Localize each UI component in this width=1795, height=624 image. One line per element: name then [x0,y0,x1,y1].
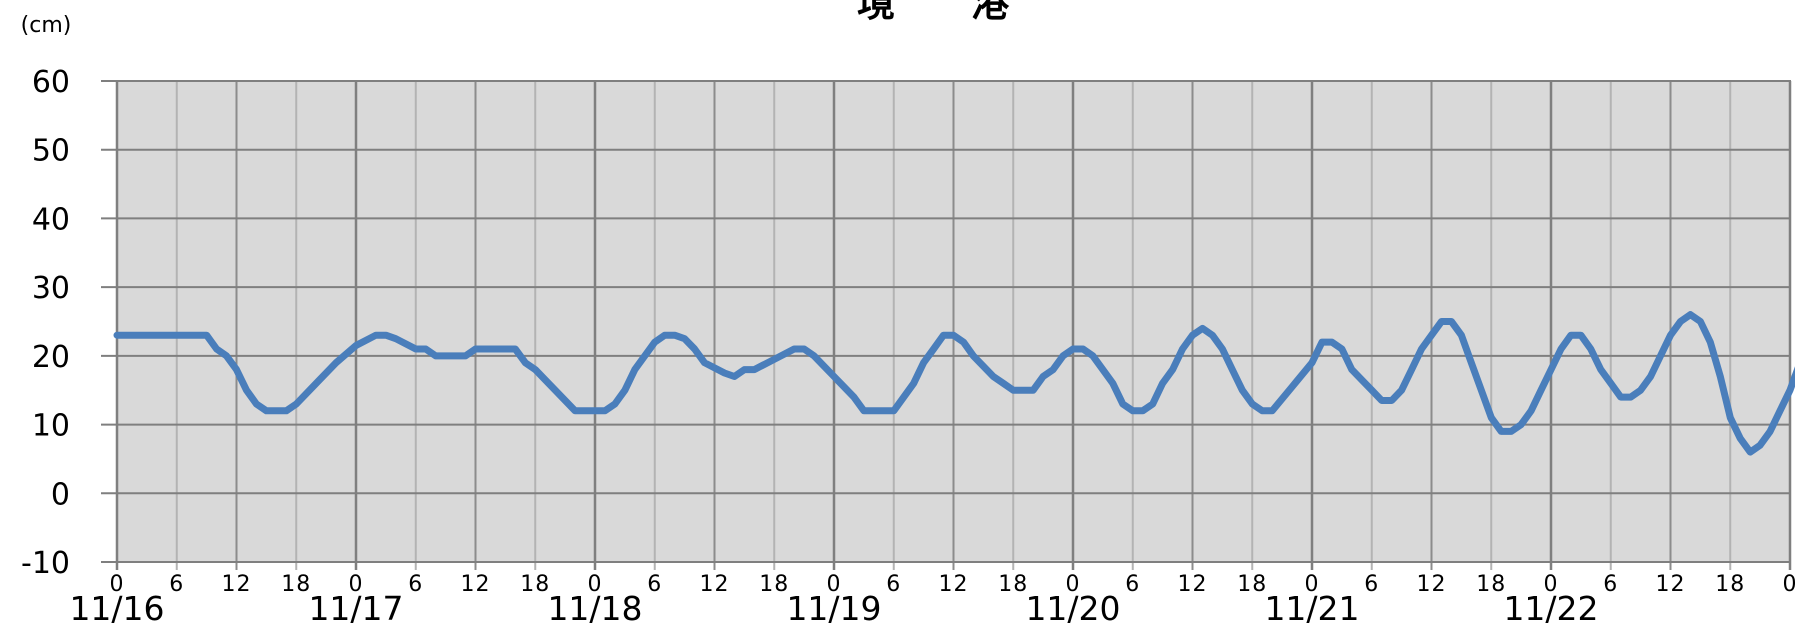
y-tick-label: 30 [32,271,70,306]
plot-border [116,80,1791,563]
x-hour-label: 6 [1125,572,1140,597]
y-tick-labels: 60 50 40 30 20 10 0 -10 [21,65,70,581]
x-hour-label: 0 [1783,572,1795,597]
x-hour-label: 0 [1544,572,1559,597]
y-axis-unit: (cm) [21,13,72,38]
x-hour-label: 6 [1364,572,1379,597]
x-hour-label: 18 [759,572,789,597]
x-date-label: 11/20 [1025,589,1120,624]
grid [101,80,1792,570]
y-tick-label: 50 [32,134,70,169]
y-tick-label: -10 [21,546,70,581]
x-hour-label: 6 [169,572,184,597]
x-hour-label: 6 [647,572,662,597]
x-hour-label: 0 [1305,572,1320,597]
x-hour-label: 12 [700,572,730,597]
x-date-label: 11/18 [547,589,642,624]
x-hour-label: 18 [1715,572,1745,597]
x-hour-label: 0 [827,572,842,597]
x-tick-labels: 0 6 12 18 0 6 12 18 0 6 12 18 0 6 12 18 0 6 12 18 0 6 12 18 0 6 12… [69,572,1795,624]
x-hour-label: 12 [1656,572,1686,597]
y-tick-label: 10 [32,409,70,444]
tide-level-line [113,311,1795,456]
x-hour-label: 12 [1417,572,1447,597]
x-hour-label: 6 [408,572,423,597]
x-date-label: 11/17 [308,589,403,624]
x-hour-label: 0 [1066,572,1081,597]
y-tick-label: 0 [51,477,70,512]
x-hour-label: 18 [1237,572,1267,597]
x-hour-label: 18 [281,572,311,597]
x-date-label: 11/19 [786,589,881,624]
x-hour-label: 18 [998,572,1028,597]
x-hour-label: 12 [222,572,252,597]
x-hour-label: 18 [1476,572,1506,597]
x-hour-label: 12 [939,572,969,597]
x-hour-label: 0 [349,572,364,597]
x-date-label: 11/21 [1264,589,1359,624]
y-tick-label: 60 [32,65,70,100]
x-date-label: 11/22 [1503,589,1598,624]
x-date-label: 11/16 [69,589,164,624]
x-hour-label: 12 [461,572,491,597]
chart-title: 境 港 [857,0,1010,25]
x-hour-label: 6 [886,572,901,597]
x-hour-label: 0 [588,572,603,597]
y-tick-label: 20 [32,340,70,375]
x-hour-label: 6 [1603,572,1618,597]
x-hour-label: 12 [1178,572,1208,597]
x-hour-label: 18 [520,572,550,597]
series [113,311,1795,456]
x-hour-label: 0 [110,572,125,597]
y-tick-label: 40 [32,202,70,237]
